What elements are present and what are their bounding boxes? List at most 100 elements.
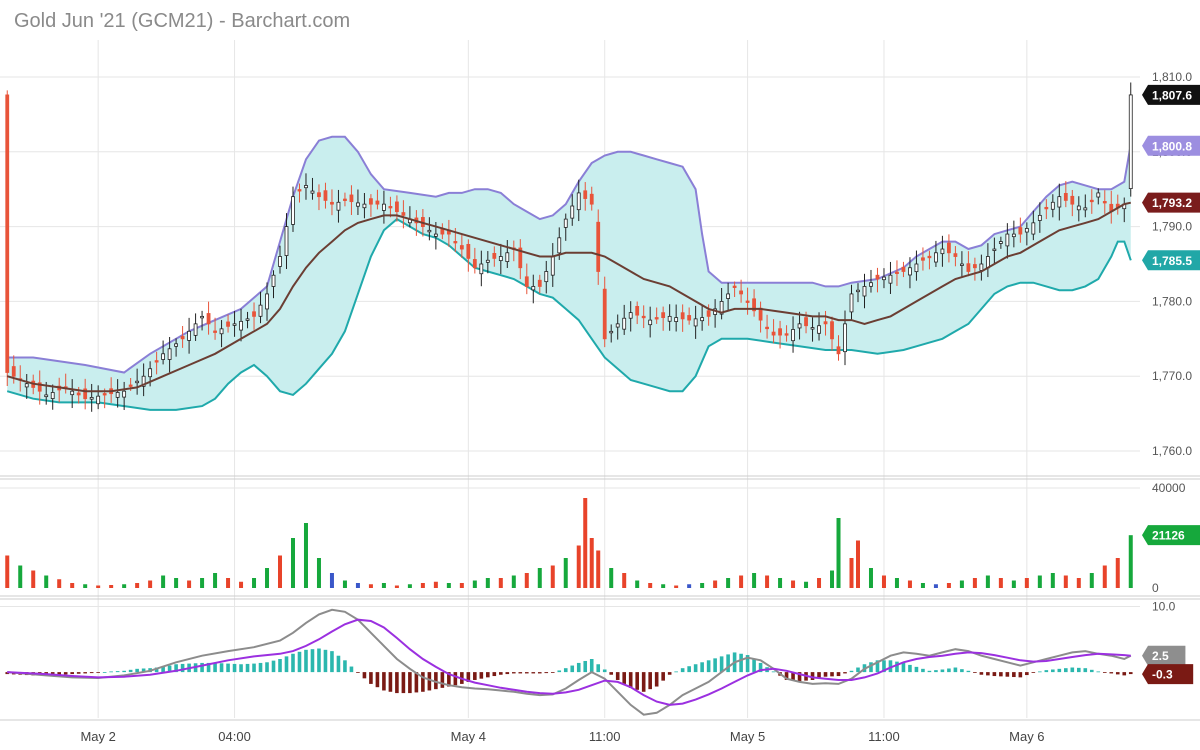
macd-histogram-bar bbox=[875, 660, 880, 673]
macd-histogram-bar bbox=[343, 660, 347, 673]
x-tick-label: 11:00 bbox=[589, 729, 621, 744]
candle-body bbox=[200, 315, 204, 319]
candle-body bbox=[265, 293, 269, 310]
candle-body bbox=[271, 274, 276, 287]
volume-bar bbox=[609, 568, 614, 588]
candle-body bbox=[998, 241, 1003, 244]
volume-bar bbox=[674, 585, 679, 588]
macd-histogram-bar bbox=[589, 659, 594, 673]
volume-tick-label: 40000 bbox=[1152, 481, 1186, 495]
volume-bar bbox=[687, 584, 692, 588]
candle-body bbox=[1037, 214, 1042, 221]
candle-body bbox=[395, 201, 399, 213]
volume-bar bbox=[44, 575, 49, 588]
macd-histogram-bar bbox=[219, 663, 224, 673]
macd-histogram-bar bbox=[83, 672, 87, 674]
macd-histogram-bar bbox=[161, 666, 165, 673]
volume-badge: 21126 bbox=[1142, 525, 1200, 546]
candle-body bbox=[602, 288, 607, 340]
macd-histogram-bar bbox=[414, 672, 419, 693]
volume-bar bbox=[83, 584, 88, 588]
candle-body bbox=[433, 233, 438, 237]
candle-body bbox=[427, 229, 432, 233]
macd-histogram-bar bbox=[141, 668, 146, 673]
macd-histogram-bar bbox=[252, 663, 256, 673]
macd-histogram-bar bbox=[570, 665, 575, 673]
macd-histogram-bar bbox=[654, 672, 659, 687]
candle-body bbox=[453, 241, 458, 244]
macd-badge-text: -0.3 bbox=[1152, 668, 1173, 682]
candle-body bbox=[914, 263, 919, 273]
macd-histogram-bar bbox=[973, 672, 977, 673]
macd-histogram-bar bbox=[89, 672, 94, 674]
macd-histogram-bar bbox=[323, 649, 328, 673]
macd-histogram-bar bbox=[362, 672, 367, 679]
macd-histogram-bar bbox=[492, 672, 497, 677]
candle-body bbox=[966, 263, 971, 272]
price-badge-text: 1,807.6 bbox=[1152, 88, 1192, 102]
volume-bar bbox=[446, 583, 451, 588]
macd-histogram-bar bbox=[823, 672, 828, 677]
macd-histogram-bar bbox=[304, 649, 308, 673]
macd-histogram-bar bbox=[882, 660, 886, 673]
candle-body bbox=[953, 253, 958, 257]
candle-body bbox=[323, 190, 328, 201]
macd-histogram-bar bbox=[440, 672, 445, 688]
price-badge: 1,807.6 bbox=[1142, 84, 1200, 105]
candle-body bbox=[1128, 94, 1133, 190]
candle-body bbox=[505, 252, 510, 263]
candle-body bbox=[817, 325, 821, 334]
volume-bar bbox=[804, 581, 809, 588]
candle-body bbox=[258, 304, 263, 317]
price-badge-text: 1,785.5 bbox=[1152, 254, 1192, 268]
volume-bar bbox=[187, 580, 192, 588]
candle-body bbox=[193, 323, 198, 336]
macd-histogram-bar bbox=[115, 671, 120, 673]
macd-histogram-bar bbox=[537, 672, 542, 674]
volume-bar bbox=[563, 558, 568, 588]
macd-histogram-bar bbox=[745, 655, 750, 673]
macd-histogram-bar bbox=[576, 662, 581, 673]
candle-body bbox=[895, 271, 899, 274]
candle-body bbox=[635, 305, 640, 316]
volume-bar bbox=[420, 583, 425, 588]
price-badge-shape bbox=[1142, 135, 1200, 156]
macd-histogram-bar bbox=[310, 649, 315, 673]
macd-histogram-bar bbox=[388, 672, 393, 692]
macd-histogram-bar bbox=[999, 672, 1003, 677]
macd-histogram-bar bbox=[1031, 672, 1036, 673]
candle-body bbox=[791, 329, 795, 342]
candle-body bbox=[83, 388, 88, 400]
macd-histogram-bar bbox=[706, 660, 711, 673]
candle-body bbox=[706, 310, 711, 317]
volume-tick-label: 0 bbox=[1152, 581, 1159, 595]
candle-body bbox=[362, 203, 367, 209]
candle-body bbox=[524, 276, 529, 287]
volume-bar bbox=[946, 583, 951, 588]
candle-body bbox=[1018, 227, 1023, 235]
candle-body bbox=[771, 331, 776, 336]
macd-histogram-bar bbox=[1025, 672, 1029, 676]
volume-bar bbox=[537, 568, 542, 588]
macd-histogram-bar bbox=[1012, 672, 1016, 678]
volume-bar bbox=[1050, 573, 1055, 588]
macd-histogram-bar bbox=[135, 668, 139, 673]
macd-badge: -0.3 bbox=[1142, 664, 1194, 685]
volume-bar bbox=[1128, 535, 1133, 588]
candle-body bbox=[589, 193, 594, 205]
volume-bar bbox=[894, 578, 899, 588]
volume-bar bbox=[329, 573, 334, 588]
macd-histogram-bar bbox=[265, 662, 269, 673]
bollinger-band-fill bbox=[7, 136, 1131, 410]
volume-bar bbox=[459, 583, 464, 588]
volume-bar bbox=[57, 579, 62, 588]
candle-body bbox=[518, 247, 523, 269]
volume-bar bbox=[648, 583, 653, 588]
volume-bar bbox=[368, 584, 373, 588]
volume-bar bbox=[109, 585, 114, 588]
candle-body bbox=[615, 323, 620, 328]
macd-histogram-bar bbox=[1115, 672, 1120, 675]
macd-histogram-bar bbox=[297, 651, 302, 673]
macd-histogram-bar bbox=[330, 651, 334, 673]
